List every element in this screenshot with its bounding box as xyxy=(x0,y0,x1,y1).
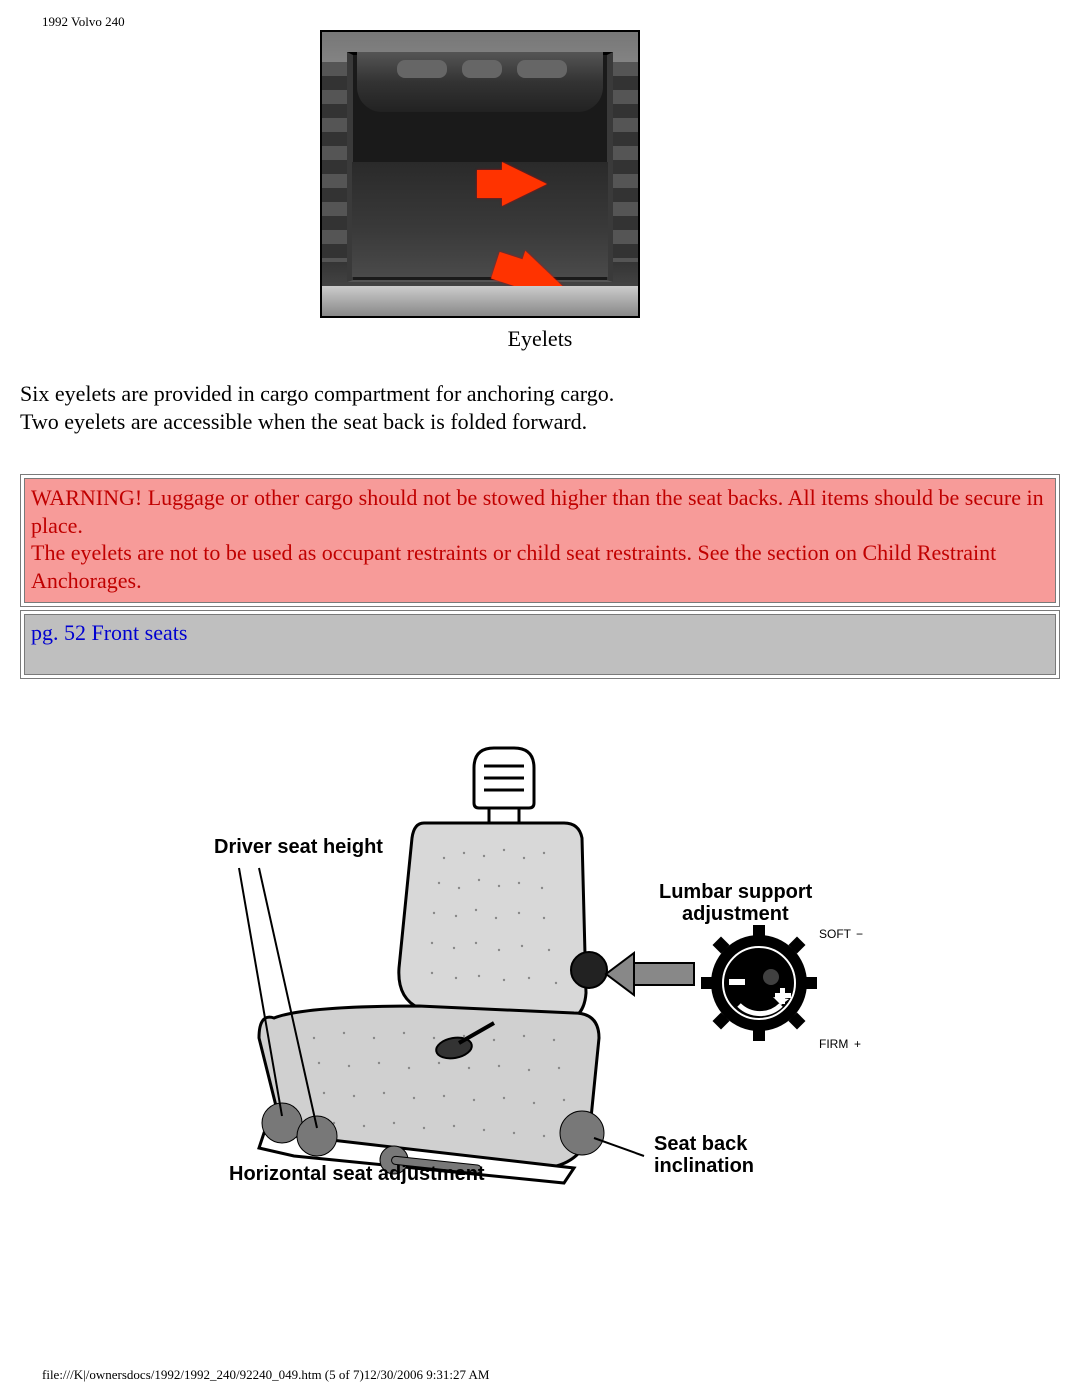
label-lumbar2: adjustment xyxy=(682,903,789,925)
body-line: Two eyelets are accessible when the seat… xyxy=(20,409,587,434)
page-header: 1992 Volvo 240 xyxy=(42,14,125,30)
info-tables: WARNING! Luggage or other cargo should n… xyxy=(20,474,1060,679)
photo-caption: Eyelets xyxy=(0,326,1080,352)
label-horiz: Horizontal seat adjustment xyxy=(229,1163,485,1185)
bumper xyxy=(322,286,638,316)
label-firm: FIRM xyxy=(819,1037,848,1051)
label-soft: SOFT xyxy=(819,927,852,941)
warning-line: WARNING! Luggage or other cargo should n… xyxy=(31,485,1044,538)
label-driver-height: Driver seat height xyxy=(214,836,383,858)
taillight-left xyxy=(322,62,347,262)
arrow-icon xyxy=(502,162,547,206)
label-lumbar1: Lumbar support xyxy=(659,881,813,903)
plus-icon: + xyxy=(854,1037,861,1051)
section-box: pg. 52 Front seats xyxy=(20,610,1060,679)
taillight-right xyxy=(613,62,638,262)
headrest xyxy=(462,60,502,78)
page-footer: file:///K|/ownersdocs/1992/1992_240/9224… xyxy=(42,1367,489,1383)
headrest xyxy=(517,60,567,78)
warning-cell: WARNING! Luggage or other cargo should n… xyxy=(24,478,1056,603)
eyelets-photo xyxy=(320,30,640,318)
photo-frame xyxy=(320,30,640,318)
seat-diagram: Driver seat height Lumbar support adjust… xyxy=(164,738,924,1188)
warning-box: WARNING! Luggage or other cargo should n… xyxy=(20,474,1060,607)
headrest xyxy=(397,60,447,78)
minus-icon: − xyxy=(856,927,863,941)
label-seatback1: Seat back xyxy=(654,1133,748,1155)
label-seatback2: inclination xyxy=(654,1155,754,1177)
warning-line: The eyelets are not to be used as occupa… xyxy=(31,540,996,593)
body-line: Six eyelets are provided in cargo compar… xyxy=(20,381,614,406)
section-cell: pg. 52 Front seats xyxy=(24,614,1056,675)
body-paragraph: Six eyelets are provided in cargo compar… xyxy=(20,380,1060,435)
section-title: pg. 52 Front seats xyxy=(31,620,187,645)
